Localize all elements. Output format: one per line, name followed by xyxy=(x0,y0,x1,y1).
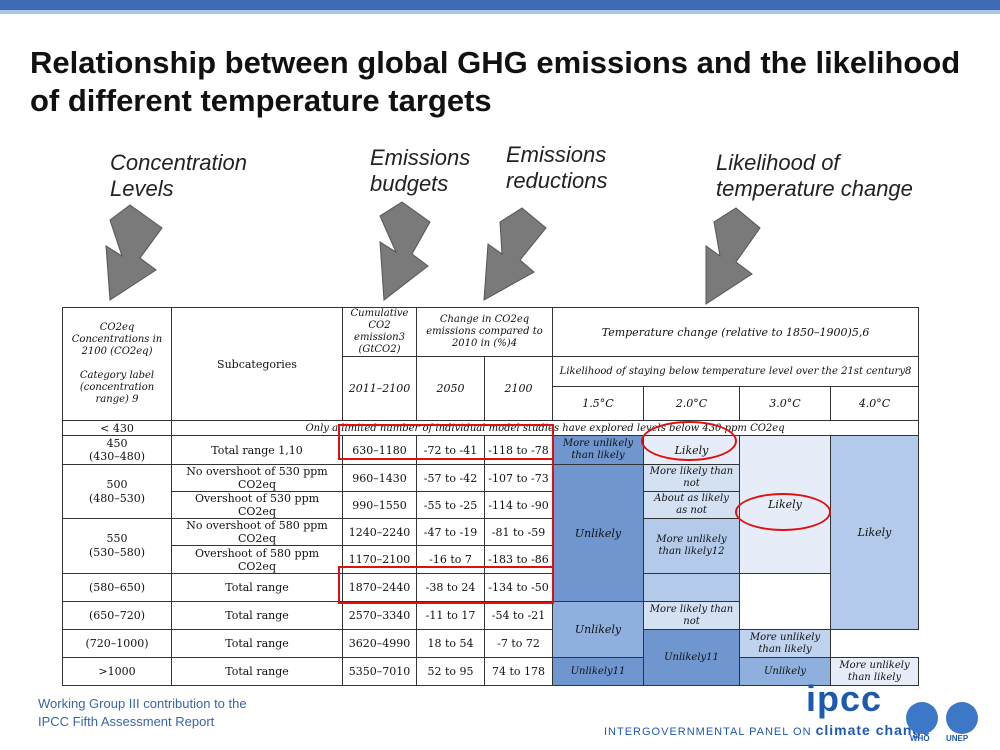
row-550a-2100: -81 to -59 xyxy=(484,518,553,546)
row-580-2050: -38 to 24 xyxy=(416,573,485,602)
header-2100: 2100 xyxy=(484,356,553,421)
arrow-reductions-icon xyxy=(483,207,547,301)
row-500b-2050: -55 to -25 xyxy=(416,491,485,519)
row-720-1-5c: Unlikely11 xyxy=(643,629,740,686)
callout-likelihood: Likelihood of temperature change xyxy=(716,150,913,201)
row-500b-2100: -114 to -90 xyxy=(484,491,553,519)
top-accent-stripe xyxy=(0,10,1000,14)
highlight-450-box xyxy=(338,424,554,460)
row-550a-cum: 1240–2240 xyxy=(342,518,417,546)
header-co2eq: CO2eq Concentrations in 2100 (CO2eq) Cat… xyxy=(62,307,172,421)
highlight-connector xyxy=(552,424,556,604)
row-650-2050: -11 to 17 xyxy=(416,601,485,630)
arrow-budgets-icon xyxy=(379,201,431,301)
row-430-label: < 430 xyxy=(62,420,172,436)
row-650-2100: -54 to -21 xyxy=(484,601,553,630)
row-1000-2100: 74 to 178 xyxy=(484,657,553,686)
row-550a-2050: -47 to -19 xyxy=(416,518,485,546)
row-720-label: (720–1000) xyxy=(62,629,172,658)
row-550-2-0c: More unlikely than likely12 xyxy=(643,518,740,574)
top-accent-bar xyxy=(0,0,1000,10)
row-500b-sub: Overshoot of 530 ppm CO2eq xyxy=(171,491,343,519)
header-1-5c: 1.5°C xyxy=(552,386,644,421)
row-500a-sub: No overshoot of 530 ppm CO2eq xyxy=(171,464,343,492)
header-2-0c: 2.0°C xyxy=(643,386,740,421)
row-450-sub: Total range 1,10 xyxy=(171,435,343,465)
row-720-3-0c: More unlikely than likely xyxy=(739,629,831,658)
header-2011-2100: 2011–2100 xyxy=(342,356,417,421)
header-change: Change in CO2eq emissions compared to 20… xyxy=(416,307,553,357)
header-cumulative: Cumulative CO2 emission3 (GtCO2) xyxy=(342,307,417,357)
row-450-label: 450 (430–480) xyxy=(62,435,172,465)
row-1000-cum: 5350–7010 xyxy=(342,657,417,686)
header-4-0c: 4.0°C xyxy=(829,386,920,421)
row-650-3-0c: More likely than not xyxy=(643,601,740,630)
callout-arrows xyxy=(105,201,761,305)
row-1000-4-0c: More unlikely than likely xyxy=(829,657,920,686)
row-720-cum: 3620–4990 xyxy=(342,629,417,658)
cell-4-0c-likely: Likely xyxy=(829,435,920,630)
row-1000-3-0c: Unlikely xyxy=(739,657,831,686)
row-500a-2050: -57 to -42 xyxy=(416,464,485,492)
ipcc-fullname-text: INTERGOVERNMENTAL PANEL ON xyxy=(604,726,812,738)
arrow-concentration-icon xyxy=(105,204,163,301)
row-720-2100: -7 to 72 xyxy=(484,629,553,658)
row-1000-2050: 52 to 95 xyxy=(416,657,485,686)
row-500a-2-0c: More likely than not xyxy=(643,464,740,492)
highlight-likely-2c-oval xyxy=(641,421,737,461)
ipcc-fullname: INTERGOVERNMENTAL PANEL ON climate chang… xyxy=(604,722,931,738)
header-subcategories: Subcategories xyxy=(171,307,343,421)
row-500b-cum: 990–1550 xyxy=(342,491,417,519)
row-650-cum: 2570–3340 xyxy=(342,601,417,630)
row-500-label: 500 (480–530) xyxy=(62,464,172,519)
row-450-1-5c: More unlikely than likely xyxy=(552,435,644,465)
row-580-label: (580–650) xyxy=(62,573,172,602)
highlight-580-box xyxy=(338,566,554,604)
highlight-likely-3c-oval xyxy=(735,493,831,531)
row-1000-2-0c: Unlikely11 xyxy=(552,657,644,686)
row-720-sub: Total range xyxy=(171,629,343,658)
ipcc-logo: ipcc xyxy=(806,678,883,719)
row-720-2050: 18 to 54 xyxy=(416,629,485,658)
row-450-cum: 630–1180 xyxy=(342,435,417,465)
slide-title: Relationship between global GHG emission… xyxy=(30,45,961,118)
row-650-sub: Total range xyxy=(171,601,343,630)
unep-logo-icon xyxy=(946,702,978,734)
row-1000-label: >1000 xyxy=(62,657,172,686)
row-580-sub: Total range xyxy=(171,573,343,602)
row-500a-cum: 960–1430 xyxy=(342,464,417,492)
row-650-label: (650–720) xyxy=(62,601,172,630)
who-logo-icon xyxy=(906,702,938,734)
unep-label: UNEP xyxy=(946,734,969,743)
row-550b-sub: Overshoot of 580 ppm CO2eq xyxy=(171,545,343,574)
footer-wg3: Working Group III contribution to the IP… xyxy=(38,696,247,729)
arrow-likelihood-icon xyxy=(705,207,761,305)
row-1000-sub: Total range xyxy=(171,657,343,686)
row-500b-2-0c: About as likely as not xyxy=(643,491,740,519)
row-550b-2100: -183 to -86 xyxy=(484,545,553,574)
callout-concentration: Concentration Levels xyxy=(110,150,247,201)
row-580-2-0c xyxy=(643,573,740,602)
row-500a-2100: -107 to -73 xyxy=(484,464,553,492)
callout-budgets: Emissions budgets xyxy=(370,145,471,196)
row-580-2100: -134 to -50 xyxy=(484,573,553,602)
row-550a-sub: No overshoot of 580 ppm CO2eq xyxy=(171,518,343,546)
cell-1-5c-unlikely: Unlikely xyxy=(552,464,644,602)
header-3-0c: 3.0°C xyxy=(739,386,831,421)
row-550-label: 550 (530–580) xyxy=(62,518,172,574)
row-550b-cum: 1170–2100 xyxy=(342,545,417,574)
row-650-2-0c: Unlikely xyxy=(552,601,644,658)
callout-reductions: Emissions reductions xyxy=(506,142,608,193)
ipcc-climate-change: climate change xyxy=(815,722,931,738)
header-likelihood: Likelihood of staying below temperature … xyxy=(551,356,920,387)
who-label: WHO xyxy=(910,734,930,743)
header-temperature-change: Temperature change (relative to 1850–190… xyxy=(551,307,920,357)
header-2050: 2050 xyxy=(416,356,485,421)
